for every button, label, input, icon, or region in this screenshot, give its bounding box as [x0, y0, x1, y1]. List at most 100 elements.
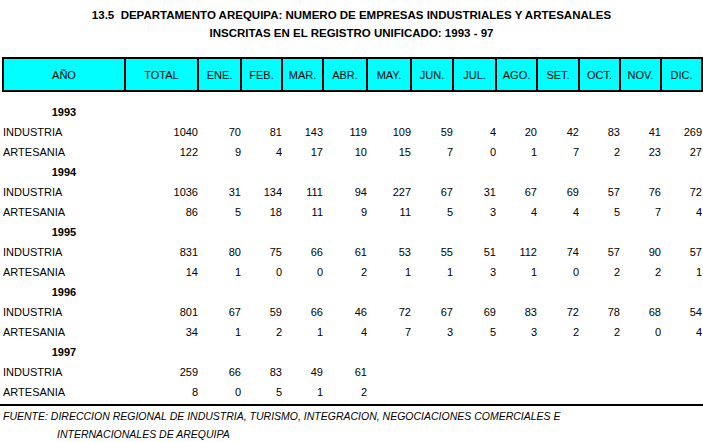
cell-value: 8 — [125, 382, 198, 402]
cell-value: 67 — [496, 182, 537, 202]
cell-value: 69 — [537, 182, 579, 202]
cell-value: 23 — [620, 142, 661, 162]
cell-value: 2 — [323, 262, 367, 282]
table-row: ARTESANIA34121473532204 — [3, 322, 702, 342]
page-title: 13.5 DEPARTAMENTO AREQUIPA: NUMERO DE EM… — [0, 8, 703, 23]
row-label: ARTESANIA — [3, 262, 125, 282]
cell-value — [411, 362, 453, 382]
cell-value: 3 — [496, 322, 537, 342]
year-row-filler — [125, 162, 702, 182]
table-row: ARTESANIA14100211310221 — [3, 262, 702, 282]
column-header-jun: JUN. — [411, 58, 453, 91]
cell-value: 122 — [125, 142, 198, 162]
cell-value: 7 — [411, 142, 453, 162]
cell-value: 53 — [367, 242, 411, 262]
year-label: 1995 — [3, 222, 125, 242]
year-row: 1994 — [3, 162, 702, 182]
cell-value: 269 — [661, 122, 702, 142]
cell-value: 0 — [282, 262, 323, 282]
cell-value: 2 — [241, 322, 282, 342]
cell-value: 4 — [661, 322, 702, 342]
cell-value: 51 — [453, 242, 496, 262]
cell-value: 3 — [411, 322, 453, 342]
cell-value: 10 — [323, 142, 367, 162]
year-row: 1993 — [3, 102, 702, 122]
cell-value: 5 — [579, 202, 620, 222]
column-header-set: SET. — [537, 58, 579, 91]
cell-value — [496, 362, 537, 382]
page: 13.5 DEPARTAMENTO AREQUIPA: NUMERO DE EM… — [0, 0, 703, 442]
cell-value — [620, 382, 661, 402]
cell-value: 5 — [411, 202, 453, 222]
cell-value: 831 — [125, 242, 198, 262]
cell-value: 72 — [367, 302, 411, 322]
cell-value — [537, 382, 579, 402]
cell-value: 1 — [282, 382, 323, 402]
source-note-line2: INTERNACIONALES DE AREQUIPA — [0, 428, 703, 441]
year-row-filler — [125, 222, 702, 242]
cell-value: 83 — [579, 122, 620, 142]
header-row: AÑOTOTALENE.FEB.MAR.ABR.MAY.JUN.JUL.AGO.… — [3, 58, 702, 91]
row-label: INDUSTRIA — [3, 362, 125, 382]
cell-value: 67 — [411, 182, 453, 202]
cell-value — [537, 362, 579, 382]
column-header-nov: NOV. — [620, 58, 661, 91]
cell-value: 66 — [282, 242, 323, 262]
cell-value: 59 — [411, 122, 453, 142]
cell-value — [367, 382, 411, 402]
source-note: FUENTE: DIRECCION REGIONAL DE INDUSTRIA,… — [0, 404, 703, 441]
cell-value — [661, 382, 702, 402]
cell-value: 4 — [323, 322, 367, 342]
column-header-abr: ABR. — [323, 58, 367, 91]
cell-value — [453, 382, 496, 402]
cell-value: 259 — [125, 362, 198, 382]
cell-value: 68 — [620, 302, 661, 322]
cell-value: 2 — [537, 322, 579, 342]
year-row: 1997 — [3, 342, 702, 362]
year-label: 1993 — [3, 102, 125, 122]
title-block: 13.5 DEPARTAMENTO AREQUIPA: NUMERO DE EM… — [0, 0, 703, 41]
table-body: 1993INDUSTRIA104070811431191095942042834… — [3, 91, 702, 402]
cell-value: 11 — [367, 202, 411, 222]
cell-value — [661, 362, 702, 382]
cell-value: 3 — [453, 202, 496, 222]
column-header-ao: AÑO — [3, 58, 125, 91]
row-label: ARTESANIA — [3, 382, 125, 402]
cell-value: 7 — [620, 202, 661, 222]
cell-value: 3 — [453, 262, 496, 282]
cell-value: 4 — [496, 202, 537, 222]
row-label: ARTESANIA — [3, 202, 125, 222]
cell-value: 34 — [125, 322, 198, 342]
cell-value: 1 — [282, 322, 323, 342]
cell-value: 7 — [367, 322, 411, 342]
cell-value: 2 — [579, 262, 620, 282]
cell-value: 27 — [661, 142, 702, 162]
column-header-total: TOTAL — [125, 58, 198, 91]
cell-value: 1036 — [125, 182, 198, 202]
cell-value: 1 — [411, 262, 453, 282]
table-row: INDUSTRIA8318075666153555111274579057 — [3, 242, 702, 262]
cell-value: 15 — [367, 142, 411, 162]
cell-value: 1 — [496, 142, 537, 162]
cell-value: 20 — [496, 122, 537, 142]
cell-value: 111 — [282, 182, 323, 202]
cell-value: 42 — [537, 122, 579, 142]
cell-value: 5 — [241, 382, 282, 402]
cell-value: 80 — [198, 242, 241, 262]
cell-value: 78 — [579, 302, 620, 322]
cell-value: 14 — [125, 262, 198, 282]
cell-value: 134 — [241, 182, 282, 202]
page-subtitle: INSCRITAS EN EL REGISTRO UNIFICADO: 1993… — [0, 26, 703, 41]
spacer-row — [3, 91, 702, 102]
cell-value: 66 — [198, 362, 241, 382]
cell-value: 74 — [537, 242, 579, 262]
cell-value: 61 — [323, 242, 367, 262]
cell-value — [579, 362, 620, 382]
cell-value: 7 — [537, 142, 579, 162]
data-table: AÑOTOTALENE.FEB.MAR.ABR.MAY.JUN.JUL.AGO.… — [2, 57, 703, 402]
cell-value: 69 — [453, 302, 496, 322]
column-header-dic: DIC. — [661, 58, 702, 91]
cell-value: 67 — [411, 302, 453, 322]
year-row-filler — [125, 282, 702, 302]
cell-value: 109 — [367, 122, 411, 142]
